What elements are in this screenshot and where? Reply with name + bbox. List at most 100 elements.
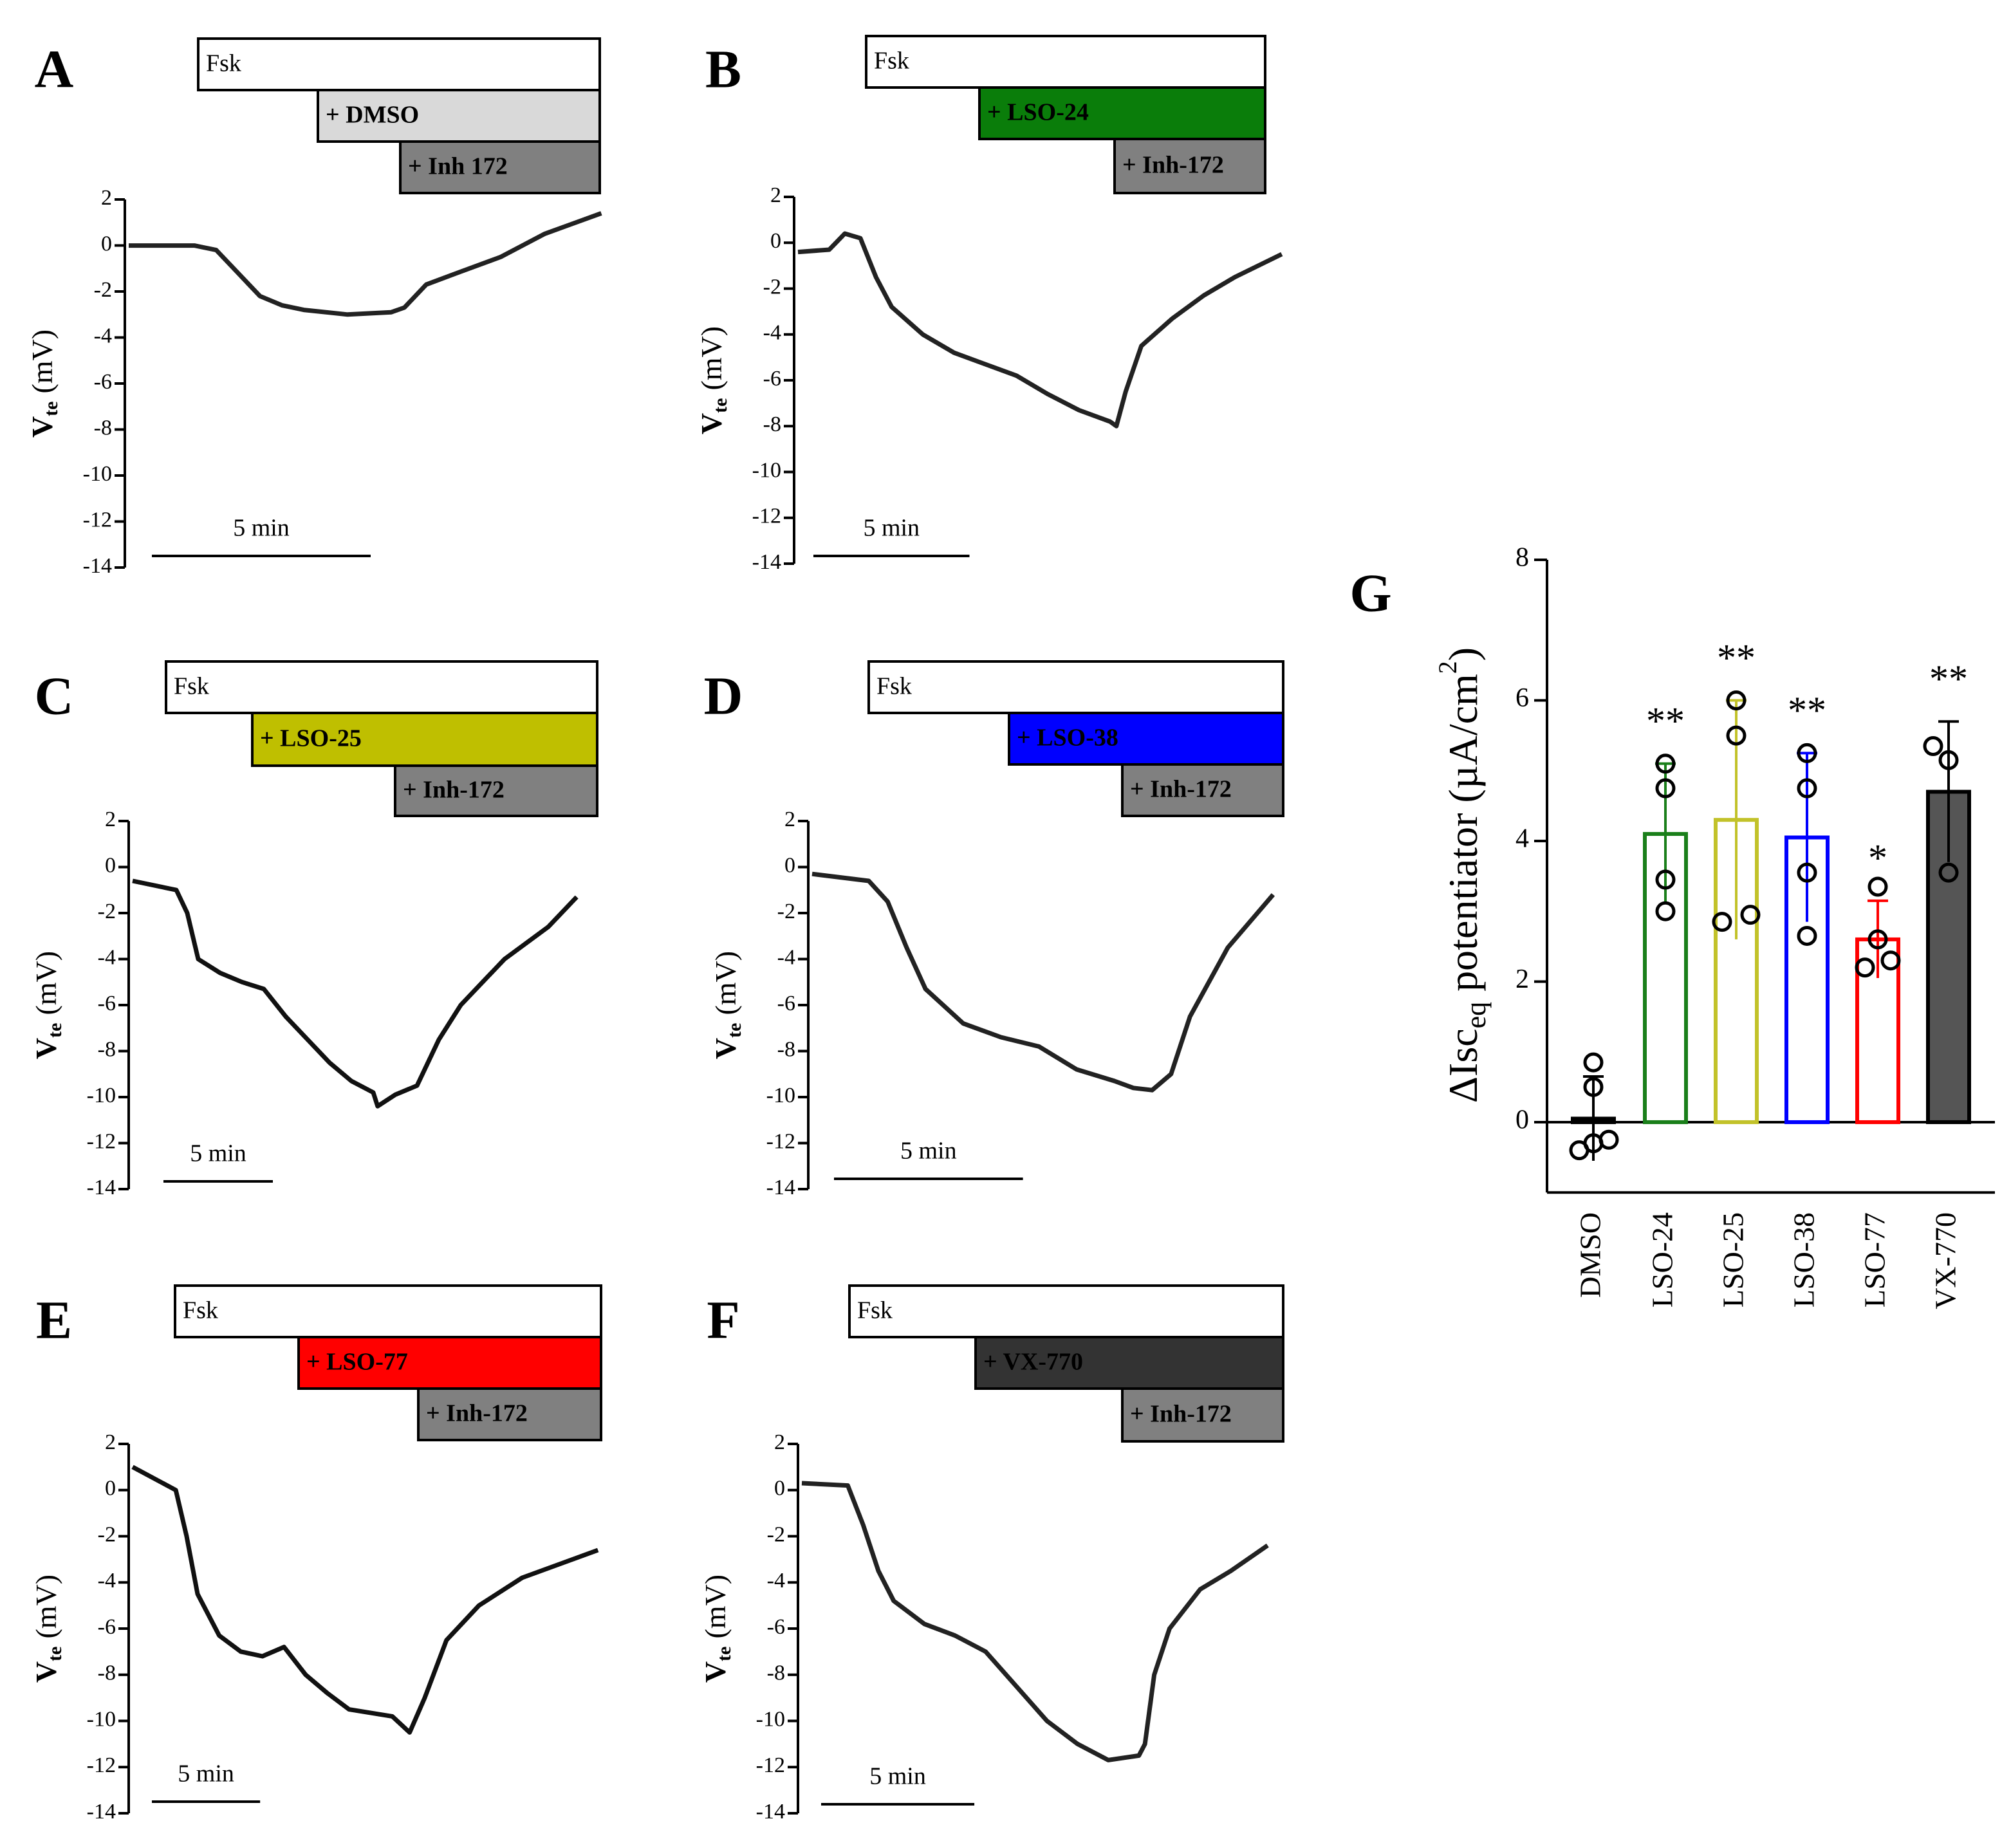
- treatment-label: + Inh-172: [1130, 1401, 1232, 1428]
- y-tick-label: -12: [752, 504, 781, 528]
- y-tick-label: -14: [83, 554, 112, 578]
- y-tick-label: -6: [767, 1615, 785, 1639]
- data-point: [1655, 869, 1676, 890]
- y-label-sub: eq: [1460, 1002, 1492, 1029]
- treatment-box: [417, 1387, 602, 1441]
- panel-letter: F: [707, 1290, 739, 1350]
- y-label-rest: potentiator (µA/cm: [1440, 674, 1486, 992]
- data-point: [1740, 905, 1761, 925]
- y-tick-label: -6: [763, 367, 781, 391]
- y-tick-label: -14: [756, 1800, 785, 1824]
- y-label-main: V: [699, 1661, 732, 1683]
- y-tick-label: -10: [87, 1707, 116, 1731]
- y-tick-label: 4: [1515, 824, 1529, 854]
- x-tick-label: LSO-38: [1788, 1212, 1821, 1307]
- panel-letter: E: [36, 1290, 72, 1350]
- y-tick-label: -12: [756, 1753, 785, 1777]
- y-tick-label: -8: [767, 1661, 785, 1685]
- x-tick-label: DMSO: [1574, 1212, 1607, 1298]
- y-tick-label: -2: [94, 278, 112, 302]
- panel-letter: D: [704, 666, 743, 726]
- trace: [811, 871, 1275, 1093]
- y-tick-label: -14: [87, 1176, 116, 1199]
- y-label-unit: (mV): [26, 329, 59, 394]
- scale-bar-label: 5 min: [178, 1760, 234, 1788]
- data-point: [1855, 957, 1875, 978]
- treatment-box: [297, 1336, 602, 1390]
- y-label-main: V: [30, 1661, 62, 1683]
- y-tick-label: -8: [763, 412, 781, 436]
- y-tick-label: -10: [756, 1707, 785, 1731]
- data-point: [1938, 750, 1959, 770]
- y-tick-label: -10: [83, 462, 112, 486]
- y-tick-label: -4: [763, 321, 781, 345]
- y-axis-label: Vte (mV): [26, 329, 62, 438]
- y-tick-label: 2: [770, 183, 781, 207]
- scale-bar-label: 5 min: [863, 515, 920, 542]
- y-axis-label: Vte (mV): [709, 951, 745, 1059]
- y-tick-label: 0: [101, 232, 112, 255]
- data-point: [1797, 925, 1817, 946]
- y-tick-label: -14: [87, 1800, 116, 1824]
- y-tick-label: -12: [87, 1753, 116, 1777]
- y-tick-label: -4: [777, 945, 795, 969]
- treatment-box: [399, 140, 601, 194]
- y-axis-label: ΔIsceq potentiator (µA/cm2): [1433, 647, 1492, 1103]
- y-tick-label: -14: [766, 1176, 795, 1199]
- treatment-box: [251, 712, 598, 767]
- y-label-main: V: [709, 1038, 742, 1059]
- significance: **: [1929, 658, 1968, 700]
- treatment-label: + LSO-24: [987, 99, 1089, 126]
- x-tick-label: LSO-77: [1858, 1212, 1891, 1307]
- data-point: [1938, 862, 1959, 883]
- y-label-end: ): [1440, 647, 1486, 661]
- y-tick-label: -4: [94, 324, 112, 347]
- treatment-box: [317, 89, 601, 143]
- y-tick-label: -10: [752, 458, 781, 482]
- figure-content: A Fsk + DMSO + Inh 172 2 0 -2 -4 -6 -8 -10 -12 -14 Vt…: [26, 35, 1995, 1824]
- trace: [797, 231, 1283, 429]
- treatment-label: + LSO-77: [306, 1349, 408, 1376]
- data-point: [1867, 929, 1888, 950]
- data-point: [1569, 1140, 1589, 1161]
- y-label-main: V: [26, 416, 59, 438]
- data-point: [1797, 778, 1817, 799]
- y-tick-label: -2: [98, 1522, 116, 1546]
- y-label-unit: (mV): [695, 326, 728, 391]
- y-tick-label: 0: [1515, 1105, 1529, 1135]
- y-label-sub: te: [41, 402, 62, 416]
- treatment-label: + Inh-172: [403, 777, 505, 804]
- y-tick-label: -8: [94, 416, 112, 439]
- y-tick-label: 2: [105, 1430, 116, 1454]
- data-point: [1867, 876, 1888, 897]
- y-label-sub: te: [724, 1023, 745, 1038]
- data-point: [1583, 1076, 1604, 1097]
- panel-letter: G: [1349, 563, 1391, 623]
- y-tick-label: -10: [766, 1084, 795, 1107]
- treatment-box: [974, 1336, 1284, 1390]
- treatment-label: + Inh-172: [426, 1400, 528, 1427]
- treatment-box: [1113, 138, 1266, 194]
- panel-letter: C: [35, 666, 74, 726]
- treatment-label: + Inh-172: [1130, 776, 1232, 803]
- y-tick-label: -4: [98, 1569, 116, 1593]
- treatment-box: [978, 86, 1266, 140]
- y-label-unit: (mV): [30, 1575, 62, 1639]
- y-label-unit: (mV): [30, 951, 62, 1015]
- trace: [129, 211, 602, 317]
- y-tick-label: -2: [777, 900, 795, 923]
- treatment-box: [865, 35, 1266, 89]
- y-label-sup: 2: [1433, 661, 1462, 674]
- data-point: [1726, 725, 1747, 746]
- y-tick-label: -14: [752, 550, 781, 574]
- trace: [131, 1465, 599, 1735]
- treatment-label: Fsk: [857, 1297, 893, 1324]
- y-label-unit: (mV): [699, 1575, 732, 1639]
- treatment-label: + Inh 172: [408, 153, 508, 180]
- data-point: [1797, 743, 1817, 763]
- y-tick-label: -6: [777, 992, 795, 1015]
- data-point: [1726, 690, 1747, 710]
- treatment-label: + VX-770: [983, 1349, 1083, 1376]
- y-tick-label: -12: [766, 1129, 795, 1153]
- y-tick-label: -6: [98, 1615, 116, 1639]
